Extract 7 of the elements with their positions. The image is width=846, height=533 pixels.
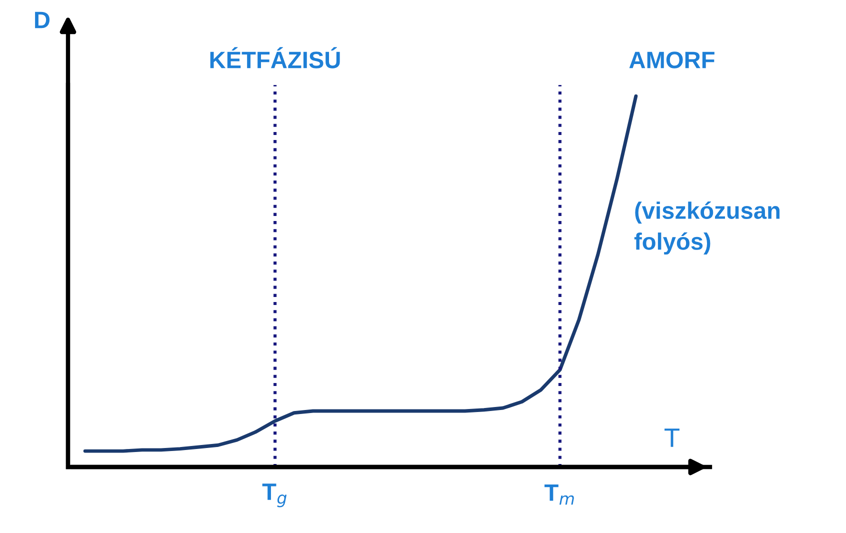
x-tick-label: T$_{g}$	[262, 484, 287, 508]
x-tick-label: T$_{m}$	[544, 484, 574, 505]
y-axis-title: D	[35, 12, 50, 28]
text: KÉTFÁZISÚ	[210, 47, 340, 68]
x-axis-title: T	[664, 428, 680, 447]
annotation: (viszkózusan folyós)	[634, 201, 780, 255]
text: AMORF	[629, 52, 714, 68]
